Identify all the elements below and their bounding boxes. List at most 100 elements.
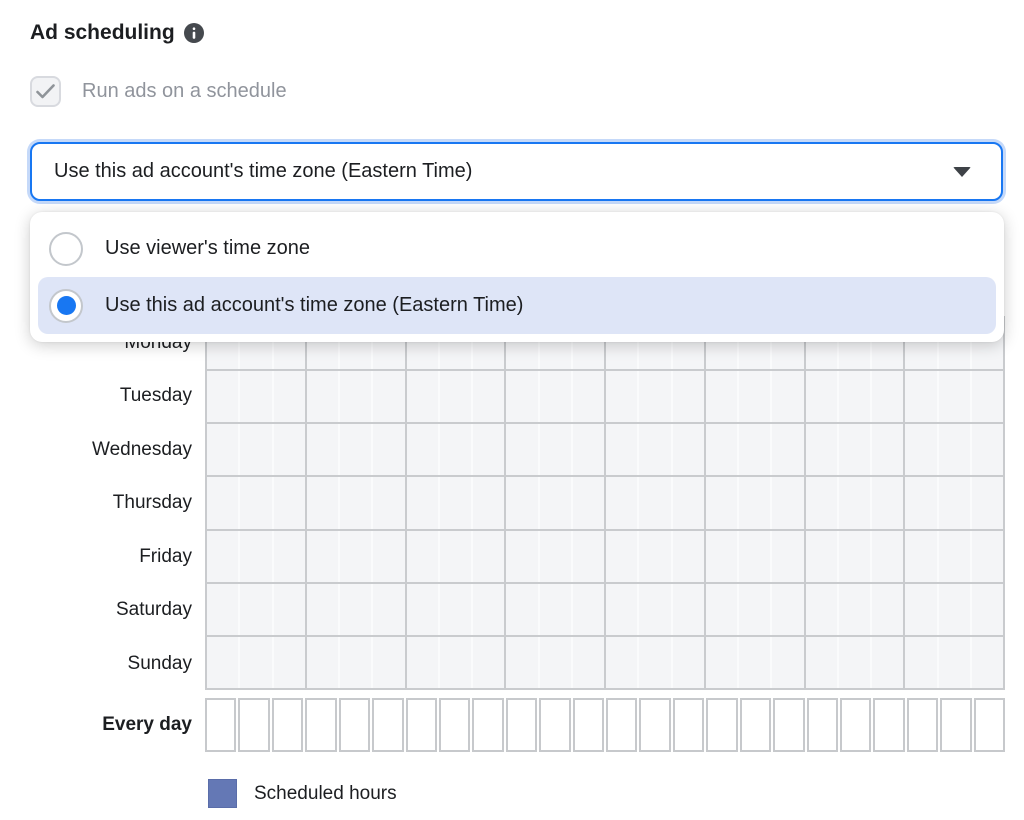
hour-cell[interactable]	[340, 583, 374, 635]
hour-cell[interactable]	[673, 477, 706, 529]
hour-cell[interactable]	[340, 636, 374, 688]
hour-cell[interactable]	[274, 318, 307, 370]
hour-cell[interactable]	[905, 318, 939, 370]
hour-cell[interactable]	[639, 477, 673, 529]
hour-cell[interactable]	[407, 477, 440, 529]
hour-cell[interactable]	[939, 424, 972, 476]
hour-cell[interactable]	[606, 636, 640, 688]
hour-cell[interactable]	[440, 583, 473, 635]
schedule-grid-row-monday[interactable]	[207, 318, 1003, 372]
hour-cell[interactable]	[473, 318, 507, 370]
hour-cell[interactable]	[540, 318, 573, 370]
hour-cell[interactable]	[240, 636, 274, 688]
hour-cell[interactable]	[373, 477, 407, 529]
every-day-hour-cell[interactable]	[405, 698, 437, 752]
hour-cell[interactable]	[739, 583, 773, 635]
hour-cell[interactable]	[473, 583, 507, 635]
every-day-hour-cell[interactable]	[372, 698, 404, 752]
every-day-hour-cell[interactable]	[973, 698, 1006, 752]
hour-cell[interactable]	[872, 477, 906, 529]
every-day-hour-cell[interactable]	[238, 698, 270, 752]
hour-cell[interactable]	[373, 636, 407, 688]
hour-cell[interactable]	[673, 318, 706, 370]
hour-cell[interactable]	[806, 477, 839, 529]
hour-cell[interactable]	[340, 318, 374, 370]
hour-cell[interactable]	[506, 371, 540, 423]
hour-cell[interactable]	[639, 318, 673, 370]
hour-cell[interactable]	[340, 424, 374, 476]
schedule-grid-row-friday[interactable]	[207, 530, 1003, 584]
hour-cell[interactable]	[473, 424, 507, 476]
hour-cell[interactable]	[806, 318, 839, 370]
hour-cell[interactable]	[772, 318, 806, 370]
hour-cell[interactable]	[573, 530, 606, 582]
hour-cell[interactable]	[839, 318, 872, 370]
hour-cell[interactable]	[872, 636, 906, 688]
hour-cell[interactable]	[274, 583, 307, 635]
hour-cell[interactable]	[506, 530, 540, 582]
timezone-select[interactable]: Use this ad account's time zone (Eastern…	[30, 142, 1003, 201]
hour-cell[interactable]	[806, 636, 839, 688]
hour-cell[interactable]	[407, 318, 440, 370]
hour-cell[interactable]	[307, 318, 340, 370]
hour-cell[interactable]	[240, 477, 274, 529]
hour-cell[interactable]	[739, 530, 773, 582]
hour-cell[interactable]	[540, 371, 573, 423]
every-day-hour-cell[interactable]	[906, 698, 939, 752]
hour-cell[interactable]	[939, 636, 972, 688]
hour-cell[interactable]	[939, 530, 972, 582]
hour-cell[interactable]	[240, 530, 274, 582]
hour-cell[interactable]	[872, 424, 906, 476]
hour-cell[interactable]	[772, 477, 806, 529]
hour-cell[interactable]	[639, 530, 673, 582]
hour-cell[interactable]	[506, 583, 540, 635]
hour-cell[interactable]	[905, 530, 939, 582]
hour-cell[interactable]	[972, 477, 1003, 528]
hour-cell[interactable]	[839, 424, 872, 476]
hour-cell[interactable]	[972, 531, 1003, 582]
hour-cell[interactable]	[972, 637, 1003, 688]
hour-cell[interactable]	[473, 530, 507, 582]
hour-cell[interactable]	[706, 530, 739, 582]
schedule-grid-row-thursday[interactable]	[207, 477, 1003, 531]
hour-cell[interactable]	[706, 636, 739, 688]
radio-selected-icon[interactable]	[49, 288, 83, 323]
hour-cell[interactable]	[972, 371, 1003, 422]
hour-cell[interactable]	[506, 424, 540, 476]
hour-cell[interactable]	[240, 424, 274, 476]
hour-cell[interactable]	[839, 477, 872, 529]
hour-cell[interactable]	[806, 530, 839, 582]
hour-cell[interactable]	[407, 636, 440, 688]
hour-cell[interactable]	[407, 424, 440, 476]
hour-cell[interactable]	[573, 424, 606, 476]
hour-cell[interactable]	[706, 371, 739, 423]
hour-cell[interactable]	[207, 583, 241, 635]
hour-cell[interactable]	[972, 424, 1003, 475]
every-day-hour-cell[interactable]	[706, 698, 738, 752]
hour-cell[interactable]	[373, 530, 407, 582]
hour-cell[interactable]	[772, 636, 806, 688]
hour-cell[interactable]	[240, 583, 274, 635]
schedule-grid-row-tuesday[interactable]	[207, 371, 1003, 425]
every-day-hour-cell[interactable]	[271, 698, 304, 752]
hour-cell[interactable]	[207, 371, 241, 423]
every-day-hour-cell[interactable]	[572, 698, 605, 752]
hour-cell[interactable]	[573, 477, 606, 529]
hour-cell[interactable]	[972, 584, 1003, 635]
hour-cell[interactable]	[673, 424, 706, 476]
hour-cell[interactable]	[340, 530, 374, 582]
hour-cell[interactable]	[373, 583, 407, 635]
hour-cell[interactable]	[739, 318, 773, 370]
hour-cell[interactable]	[606, 477, 640, 529]
hour-cell[interactable]	[673, 583, 706, 635]
hour-cell[interactable]	[473, 371, 507, 423]
hour-cell[interactable]	[673, 636, 706, 688]
hour-cell[interactable]	[872, 318, 906, 370]
hour-cell[interactable]	[274, 371, 307, 423]
every-day-hour-cell[interactable]	[639, 698, 671, 752]
hour-cell[interactable]	[506, 636, 540, 688]
hour-cell[interactable]	[872, 583, 906, 635]
hour-cell[interactable]	[207, 477, 241, 529]
hour-cell[interactable]	[573, 318, 606, 370]
hour-cell[interactable]	[706, 318, 739, 370]
